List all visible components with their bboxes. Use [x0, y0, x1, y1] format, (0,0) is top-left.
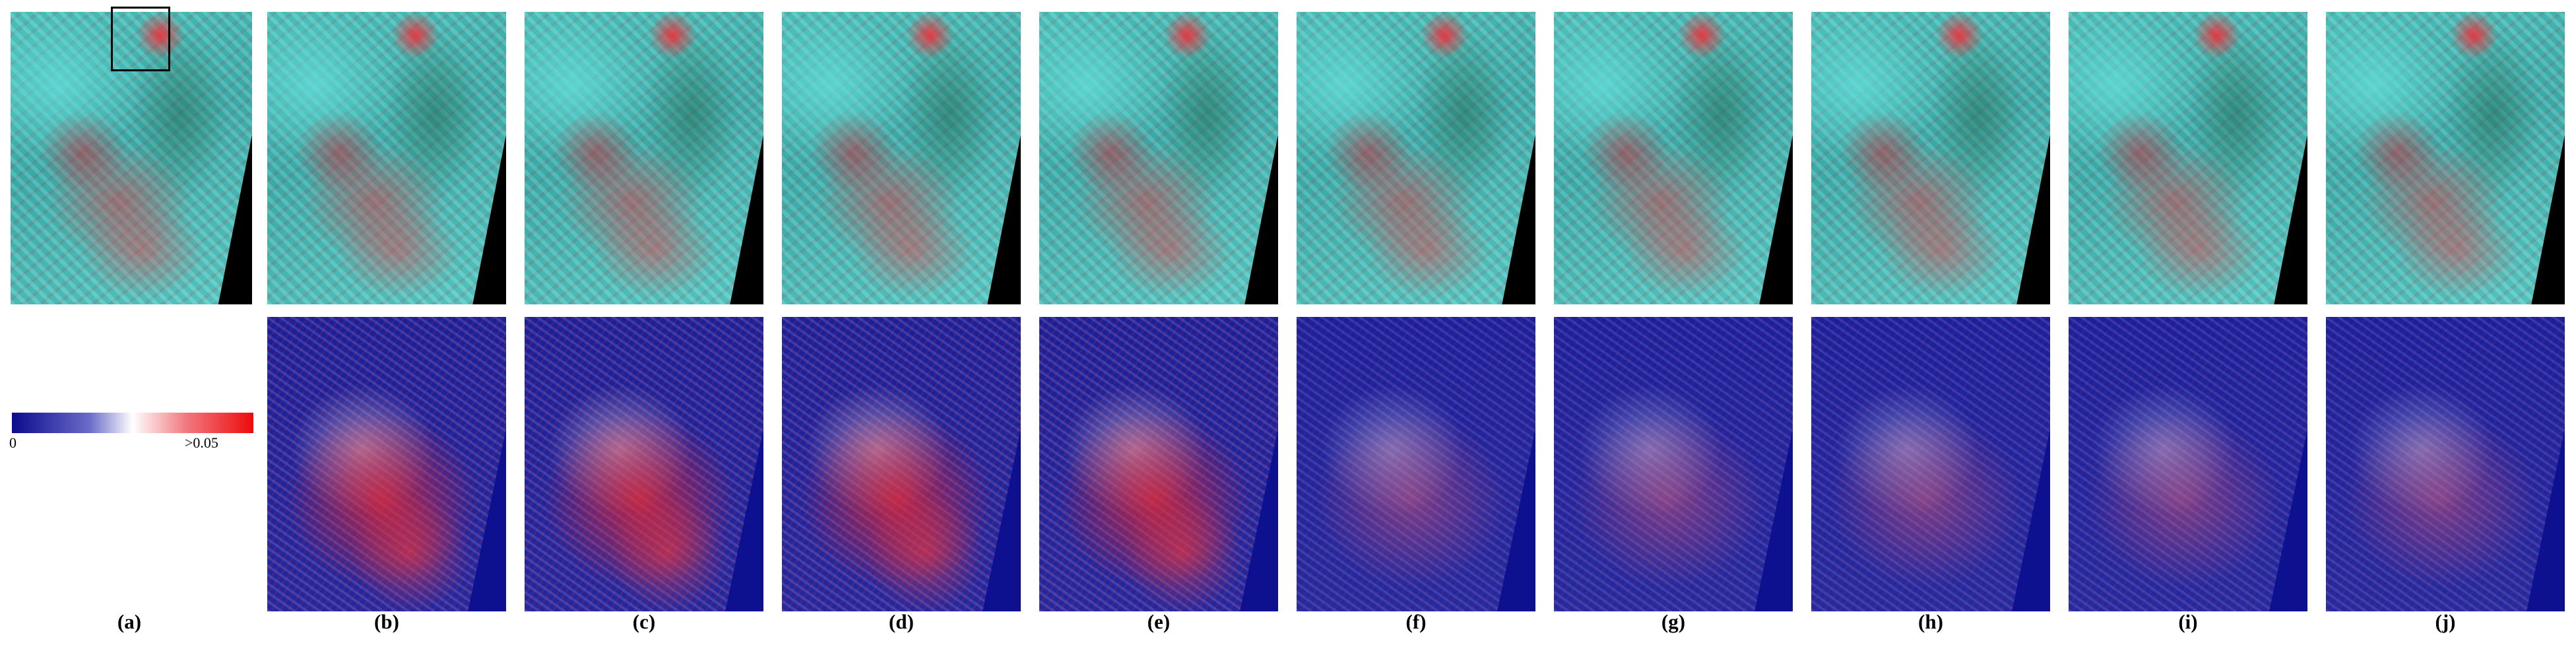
colorbar-min-label: 0 — [9, 434, 16, 451]
error-map-e — [1039, 317, 1278, 611]
colorbar-max-label: >0.05 — [185, 434, 218, 451]
zoom-region-box — [111, 7, 170, 71]
caption-j: (j) — [2435, 610, 2456, 633]
caption-b: (b) — [374, 610, 399, 633]
caption-i: (i) — [2178, 610, 2198, 633]
image-e-fused — [1039, 12, 1278, 304]
image-c-fused — [525, 12, 763, 304]
error-map-h — [1811, 317, 2050, 611]
image-h-fused — [1811, 12, 2050, 304]
image-j-fused — [2326, 12, 2565, 304]
error-colorbar — [12, 413, 253, 433]
error-map-f — [1297, 317, 1535, 611]
error-map-d — [782, 317, 1021, 611]
error-map-i — [2069, 317, 2307, 611]
error-map-b — [267, 317, 506, 611]
error-map-j — [2326, 317, 2565, 611]
caption-f: (f) — [1405, 610, 1427, 633]
image-b-fused — [267, 12, 506, 304]
image-a-reference — [11, 12, 252, 304]
image-i-fused — [2069, 12, 2307, 304]
error-map-g — [1554, 317, 1793, 611]
image-g-fused — [1554, 12, 1793, 304]
caption-d: (d) — [889, 610, 914, 633]
caption-a: (a) — [117, 610, 142, 633]
error-map-c — [525, 317, 763, 611]
caption-c: (c) — [632, 610, 656, 633]
caption-g: (g) — [1661, 610, 1686, 633]
caption-h: (h) — [1918, 610, 1943, 633]
caption-e: (e) — [1147, 610, 1171, 633]
image-f-fused — [1297, 12, 1535, 304]
image-d-fused — [782, 12, 1021, 304]
